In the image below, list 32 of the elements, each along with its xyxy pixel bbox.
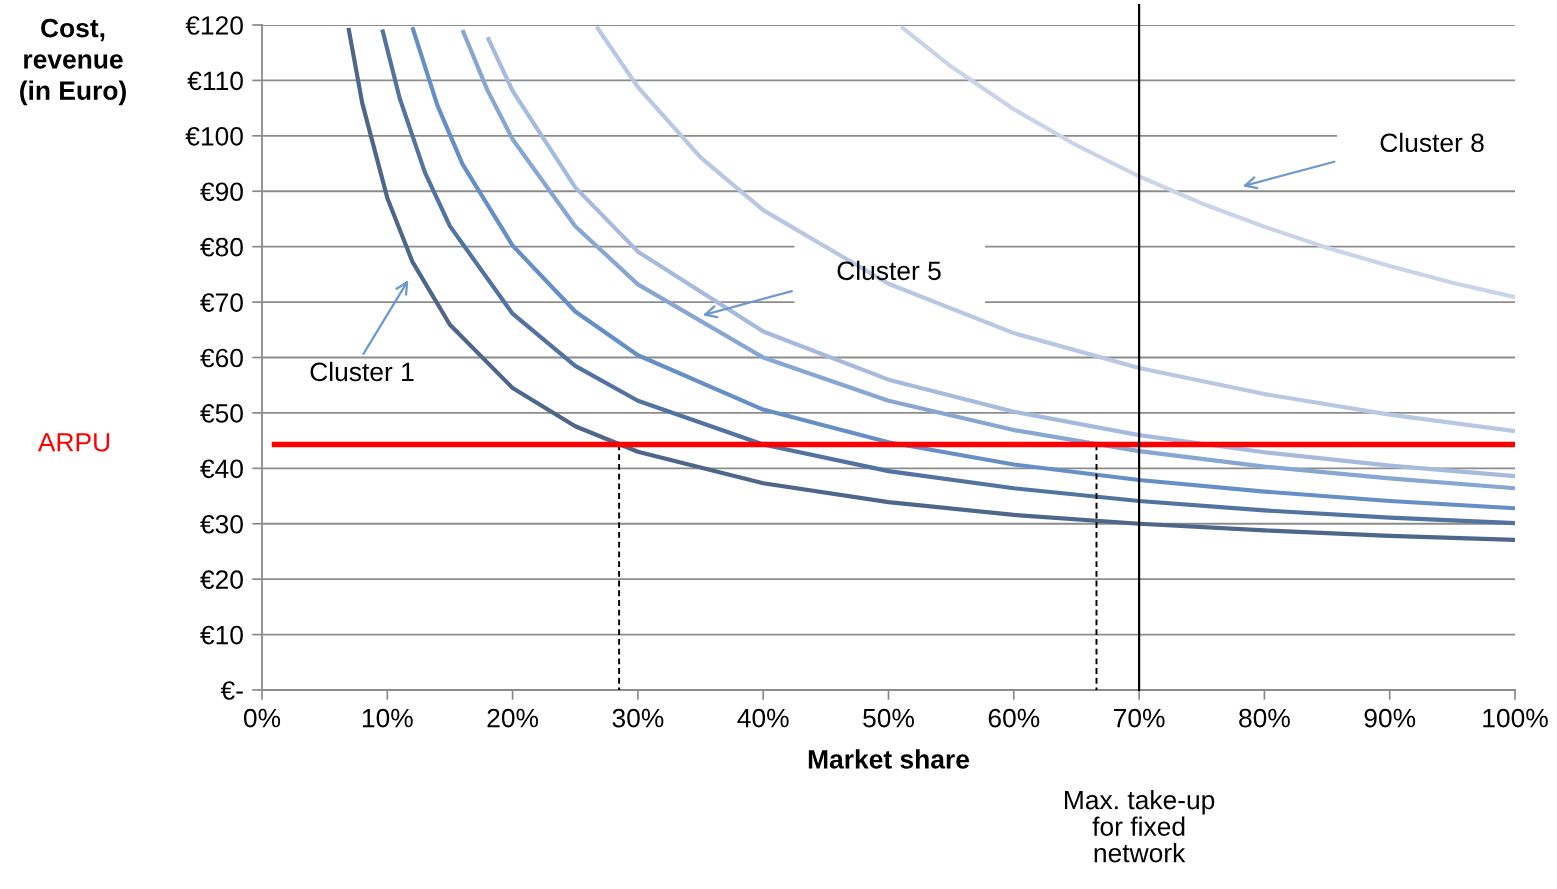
x-tick-label: 80% [1239, 708, 1290, 728]
y-axis-title: Cost, revenue (in Euro) [20, 18, 126, 106]
y-tick-label: €110 [187, 71, 243, 91]
x-tick-label: 0% [243, 708, 281, 728]
y-tick-label: €100 [185, 126, 243, 146]
x-tick-label: 40% [737, 708, 789, 728]
line-series [594, 25, 1515, 434]
y-tick-label: €60 [200, 348, 243, 368]
ref-line-label: Max. take-up for fixed network [1065, 790, 1215, 863]
y-tick-label: €20 [200, 570, 243, 589]
x-tick-label: 10% [362, 708, 413, 728]
x-axis-title: Market share [808, 749, 970, 769]
annotation: Cluster 8 [1380, 132, 1484, 153]
x-tick-label: 90% [1364, 708, 1416, 728]
y-tick-label: €90 [200, 182, 243, 202]
y-tick-label: €- [220, 681, 243, 700]
y-tick-label: €40 [200, 459, 243, 479]
ref-line-label: ARPU [37, 433, 110, 452]
y-tick-label: €70 [200, 293, 243, 312]
x-tick-label: 60% [988, 708, 1040, 728]
x-tick-label: 70% [1114, 708, 1165, 728]
y-tick-label: €120 [185, 16, 243, 35]
x-tick-label: 30% [612, 708, 664, 728]
y-tick-label: €80 [200, 237, 243, 257]
annotation: Cluster 5 [837, 260, 941, 281]
y-tick-label: €30 [200, 514, 243, 534]
y-tick-label: €10 [200, 625, 243, 645]
x-tick-label: 50% [863, 708, 914, 728]
y-tick-label: €50 [200, 404, 243, 423]
annotation: Cluster 1 [310, 361, 414, 382]
x-tick-label: 100% [1483, 708, 1548, 728]
x-tick-label: 20% [487, 708, 539, 728]
